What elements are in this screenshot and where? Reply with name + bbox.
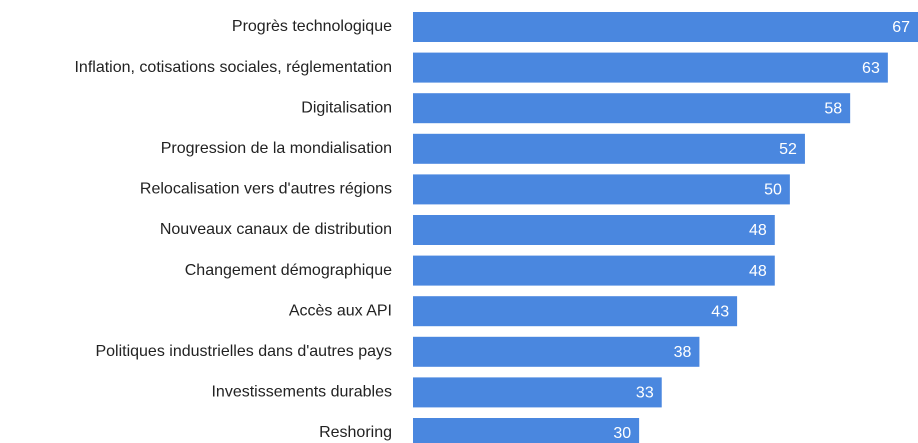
value-label: 43: [711, 303, 729, 320]
value-label: 52: [779, 141, 797, 158]
bar: [413, 174, 790, 205]
value-label: 58: [824, 100, 842, 117]
category-label: Changement démographique: [185, 262, 392, 279]
bar: [413, 296, 738, 327]
value-label: 48: [749, 222, 767, 239]
value-label: 38: [674, 344, 692, 361]
value-label: 48: [749, 263, 767, 280]
category-label: Relocalisation vers d'autres régions: [140, 181, 392, 198]
category-label: Investissements durables: [211, 384, 392, 401]
bar: [413, 93, 851, 124]
category-label: Digitalisation: [301, 99, 392, 116]
category-label: Inflation, cotisations sociales, régleme…: [74, 59, 392, 76]
category-label: Nouveaux canaux de distribution: [160, 221, 392, 238]
value-label: 33: [636, 385, 654, 402]
bar: [413, 215, 775, 245]
category-label: Politiques industrielles dans d'autres p…: [95, 343, 392, 360]
bar: [413, 12, 918, 42]
category-label: Progression de la mondialisation: [161, 140, 392, 157]
value-label: 63: [862, 60, 880, 77]
category-label: Progrès technologique: [232, 18, 392, 35]
category-label: Reshoring: [319, 424, 392, 441]
category-label: Accès aux API: [289, 302, 392, 319]
value-label: 30: [613, 425, 631, 442]
bar: [413, 255, 775, 286]
bar: [413, 336, 700, 367]
value-label: 67: [892, 19, 910, 36]
bar: [413, 133, 805, 164]
bar: [413, 52, 888, 83]
bar: [413, 418, 640, 443]
value-label: 50: [764, 182, 782, 199]
bar: [413, 377, 662, 408]
